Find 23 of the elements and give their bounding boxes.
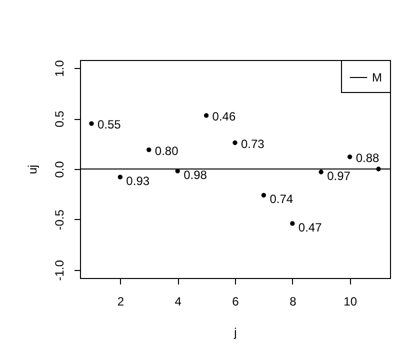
annotation: 0.98	[184, 168, 208, 182]
annotation: 0.47	[298, 220, 322, 234]
annotation: 0.74	[270, 192, 294, 206]
x-tick-label: 10	[344, 294, 358, 308]
annotation: 0.80	[154, 144, 179, 158]
annotation: 0.97	[327, 169, 351, 184]
x-tick-label: 2	[117, 294, 124, 308]
y-tick-label: -1.0	[52, 260, 66, 281]
annotation: 0.93	[126, 174, 150, 188]
annotation: 0.88	[356, 150, 380, 165]
y-tick-label: 1.0	[52, 60, 66, 77]
x-axis-title: j	[233, 326, 237, 340]
y-axis-title: uj	[26, 164, 40, 174]
y-tick-label: 0.0	[52, 160, 66, 178]
legend-label: M	[372, 70, 382, 84]
annotation: 0.55	[97, 118, 122, 132]
annotation: 0.73	[241, 136, 265, 151]
x-tick-label: 4	[174, 294, 182, 308]
x-tick-label: 8	[290, 294, 297, 308]
x-tick-label: 6	[232, 294, 240, 308]
annotation: 0.46	[212, 110, 236, 124]
y-tick-label: 0.5	[52, 110, 66, 128]
y-tick-label: -0.5	[52, 209, 66, 230]
